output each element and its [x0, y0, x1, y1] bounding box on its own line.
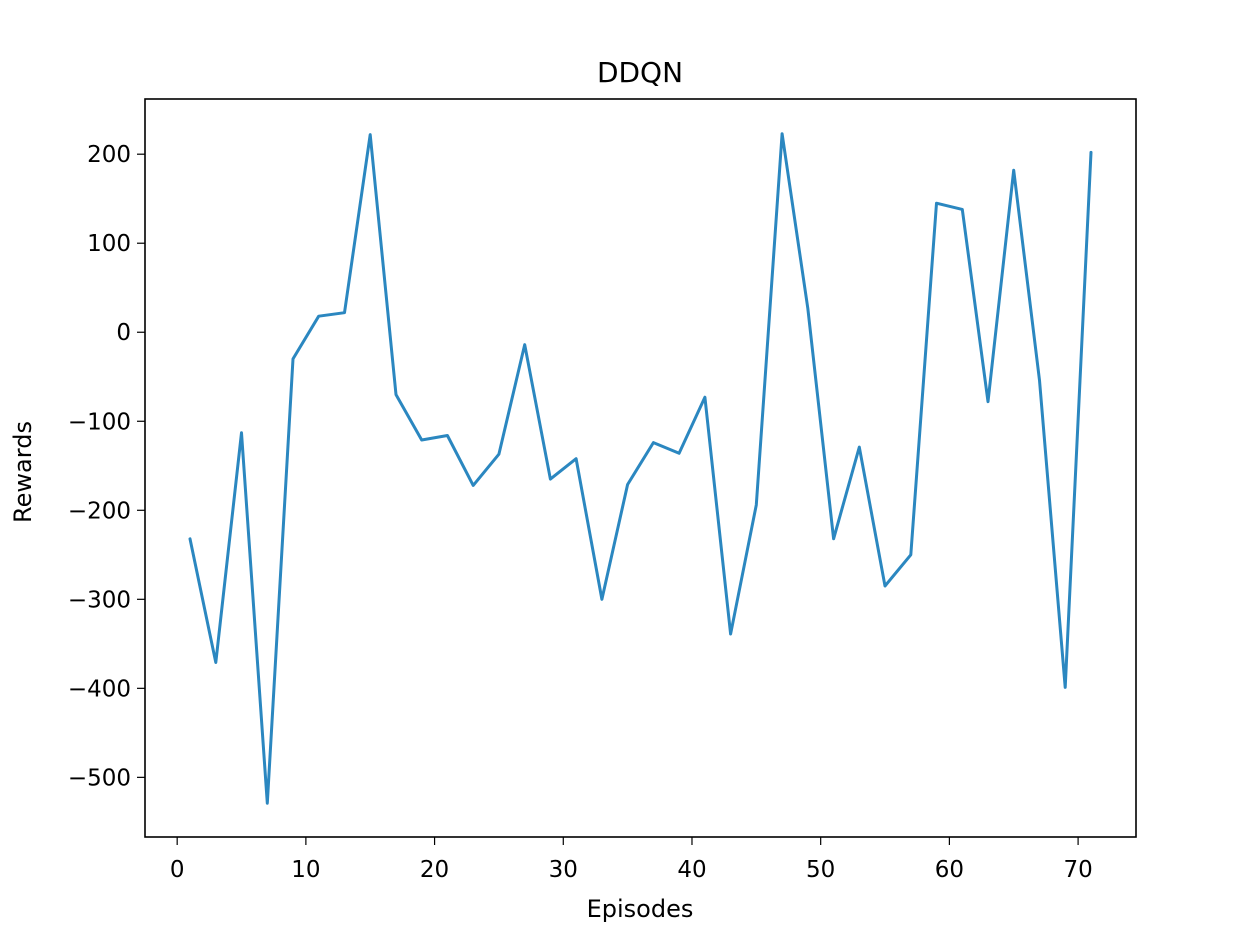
x-tick-label: 10	[291, 857, 320, 883]
plot-frame	[144, 98, 1137, 838]
y-tick-label: −400	[68, 676, 131, 702]
x-tick-label: 30	[549, 857, 578, 883]
x-tick-label: 20	[420, 857, 449, 883]
y-tick-label: −500	[68, 765, 131, 791]
y-tick-label: 0	[116, 320, 131, 346]
x-tick-label: 70	[1063, 857, 1092, 883]
x-tick-label: 50	[806, 857, 835, 883]
y-tick-label: 100	[87, 231, 131, 257]
chart-title: DDQN	[597, 56, 683, 89]
series-line	[188, 132, 1093, 805]
x-axis-label: Episodes	[587, 895, 694, 923]
x-tick-label: 0	[170, 857, 185, 883]
x-tick-label: 60	[935, 857, 964, 883]
y-axis-label: Rewards	[9, 421, 37, 523]
x-tick-label: 40	[677, 857, 706, 883]
y-tick-label: 200	[87, 142, 131, 168]
y-tick-label: −300	[68, 587, 131, 613]
x-axis: 0 10 20 30 40 50 60 70	[170, 837, 1093, 883]
y-tick-label: −100	[68, 409, 131, 435]
y-tick-label: −200	[68, 498, 131, 524]
y-axis: −500 −400 −300 −200 −100 0 100 200	[68, 142, 145, 791]
